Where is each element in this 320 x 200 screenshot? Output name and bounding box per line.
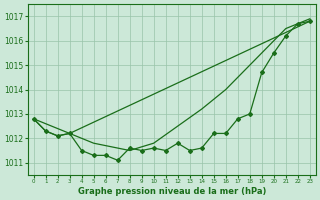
X-axis label: Graphe pression niveau de la mer (hPa): Graphe pression niveau de la mer (hPa) [77,187,266,196]
